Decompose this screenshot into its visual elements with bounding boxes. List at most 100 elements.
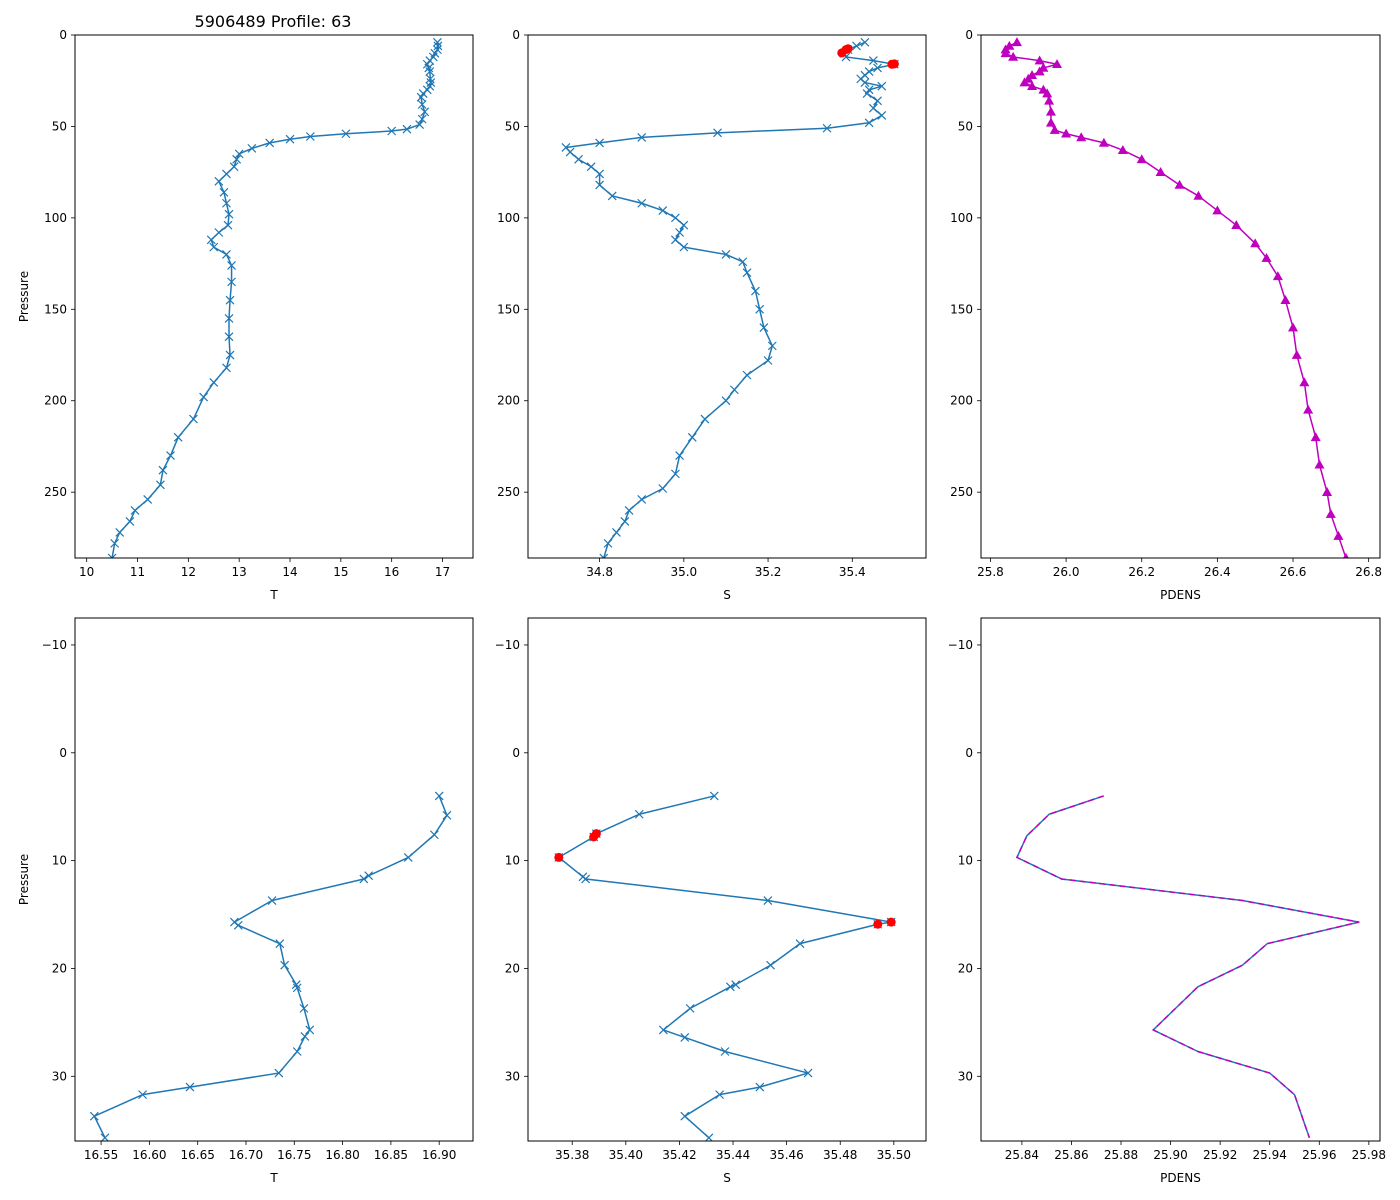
data-point [1027, 81, 1038, 91]
data-point [612, 527, 621, 537]
data-point [130, 506, 140, 515]
data-point [359, 874, 369, 884]
data-point [434, 791, 444, 801]
y-tick-label: 150 [497, 302, 520, 316]
data-point [864, 118, 874, 128]
data-point [1261, 252, 1272, 262]
y-tick-label: 100 [44, 211, 67, 225]
x-tick-label: 16.85 [374, 1148, 408, 1162]
data-point [1000, 48, 1011, 58]
data-point [599, 553, 609, 558]
y-tick-label: 20 [505, 961, 520, 975]
data-point [581, 874, 591, 884]
x-tick-label: 34.8 [586, 565, 613, 579]
data-point [225, 295, 235, 305]
data-point [658, 1025, 668, 1035]
y-tick-label: 50 [505, 119, 520, 133]
data-point [1049, 124, 1060, 134]
y-tick-label: 0 [59, 28, 67, 42]
data-point [233, 920, 243, 930]
flagged-point [886, 917, 896, 927]
data-point [1045, 117, 1056, 127]
data-point [742, 268, 752, 278]
data-point [877, 81, 887, 91]
data-point [214, 176, 224, 186]
data-point [1044, 95, 1055, 105]
x-tick-label: 35.50 [877, 1148, 911, 1162]
y-tick-label: 50 [958, 119, 973, 133]
x-tick-label: 35.38 [555, 1148, 589, 1162]
y-tick-label: 10 [52, 854, 67, 868]
data-point [803, 1068, 813, 1078]
data-point [685, 1003, 695, 1013]
y-tick-label: 250 [950, 485, 973, 499]
x-tick-label: 11 [130, 565, 145, 579]
data-point [100, 1133, 110, 1141]
y-axis-label: Pressure [17, 271, 31, 322]
data-point [285, 134, 295, 144]
data-point [224, 209, 234, 219]
data-point [425, 81, 435, 91]
flagged-point [837, 48, 847, 58]
data-point [624, 506, 634, 515]
data-point [432, 37, 442, 47]
data-point [720, 1047, 730, 1056]
x-tick-label: 16.75 [277, 1148, 311, 1162]
chart-t-zoom: 16.55 16.60 16.65 16.70 16.75 16.80 16.85 16.90… [17, 617, 474, 1185]
data-point [742, 370, 752, 380]
y-tick-label: 50 [52, 119, 67, 133]
data-point [658, 484, 668, 493]
data-point [425, 56, 435, 66]
y-tick-label: 250 [497, 485, 520, 499]
data-point [189, 414, 198, 424]
data-point [766, 960, 775, 970]
data-point [280, 960, 290, 970]
data-point [759, 323, 769, 333]
plot-area [107, 37, 443, 558]
data-point [416, 92, 426, 102]
x-tick-label: 16.55 [84, 1148, 118, 1162]
data-point [274, 1068, 284, 1078]
data-point [637, 198, 647, 208]
data-point [1231, 220, 1242, 229]
data-point [1314, 459, 1325, 469]
x-tick-label: 35.40 [609, 1148, 643, 1162]
x-tick-label: 16.70 [229, 1148, 263, 1162]
data-point [265, 138, 275, 148]
axes-frame [980, 617, 1381, 1142]
y-tick-label: 200 [950, 394, 973, 408]
data-point [595, 138, 605, 148]
flagged-point [889, 59, 899, 69]
data-point [1333, 530, 1344, 540]
x-axis-label: T [269, 588, 278, 602]
data-point [755, 304, 765, 314]
data-point [595, 180, 605, 190]
data-point [1250, 238, 1261, 248]
data-point [158, 465, 168, 475]
y-tick-label: 250 [44, 485, 67, 499]
chart-d-full: 25.8 26.0 26.2 26.4 26.6 26.8 0 50 100 150 200 250 P… [950, 28, 1382, 602]
data-point [1212, 205, 1223, 215]
chart-s-zoom: 35.38 35.40 35.42 35.44 35.46 35.48 35.50 −10 0 1… [495, 617, 927, 1185]
data-point [224, 314, 234, 323]
data-point [868, 56, 878, 66]
data-point [607, 191, 617, 201]
y-tick-label: −10 [495, 638, 520, 652]
data-point [1325, 509, 1336, 518]
series-line [93, 795, 448, 1139]
data-point [1098, 137, 1109, 147]
data-point [417, 114, 427, 124]
data-point [679, 220, 689, 230]
x-tick-label: 25.98 [1352, 1148, 1386, 1162]
y-tick-label: 10 [958, 854, 973, 868]
x-tick-label: 15 [333, 565, 348, 579]
flagged-point [873, 919, 883, 929]
data-point [402, 124, 412, 134]
data-point [1303, 404, 1314, 414]
x-tick-label: 17 [435, 565, 450, 579]
y-tick-label: 200 [497, 394, 520, 408]
data-point [341, 129, 351, 139]
y-tick-label: 150 [950, 302, 973, 316]
data-point [1193, 190, 1204, 200]
